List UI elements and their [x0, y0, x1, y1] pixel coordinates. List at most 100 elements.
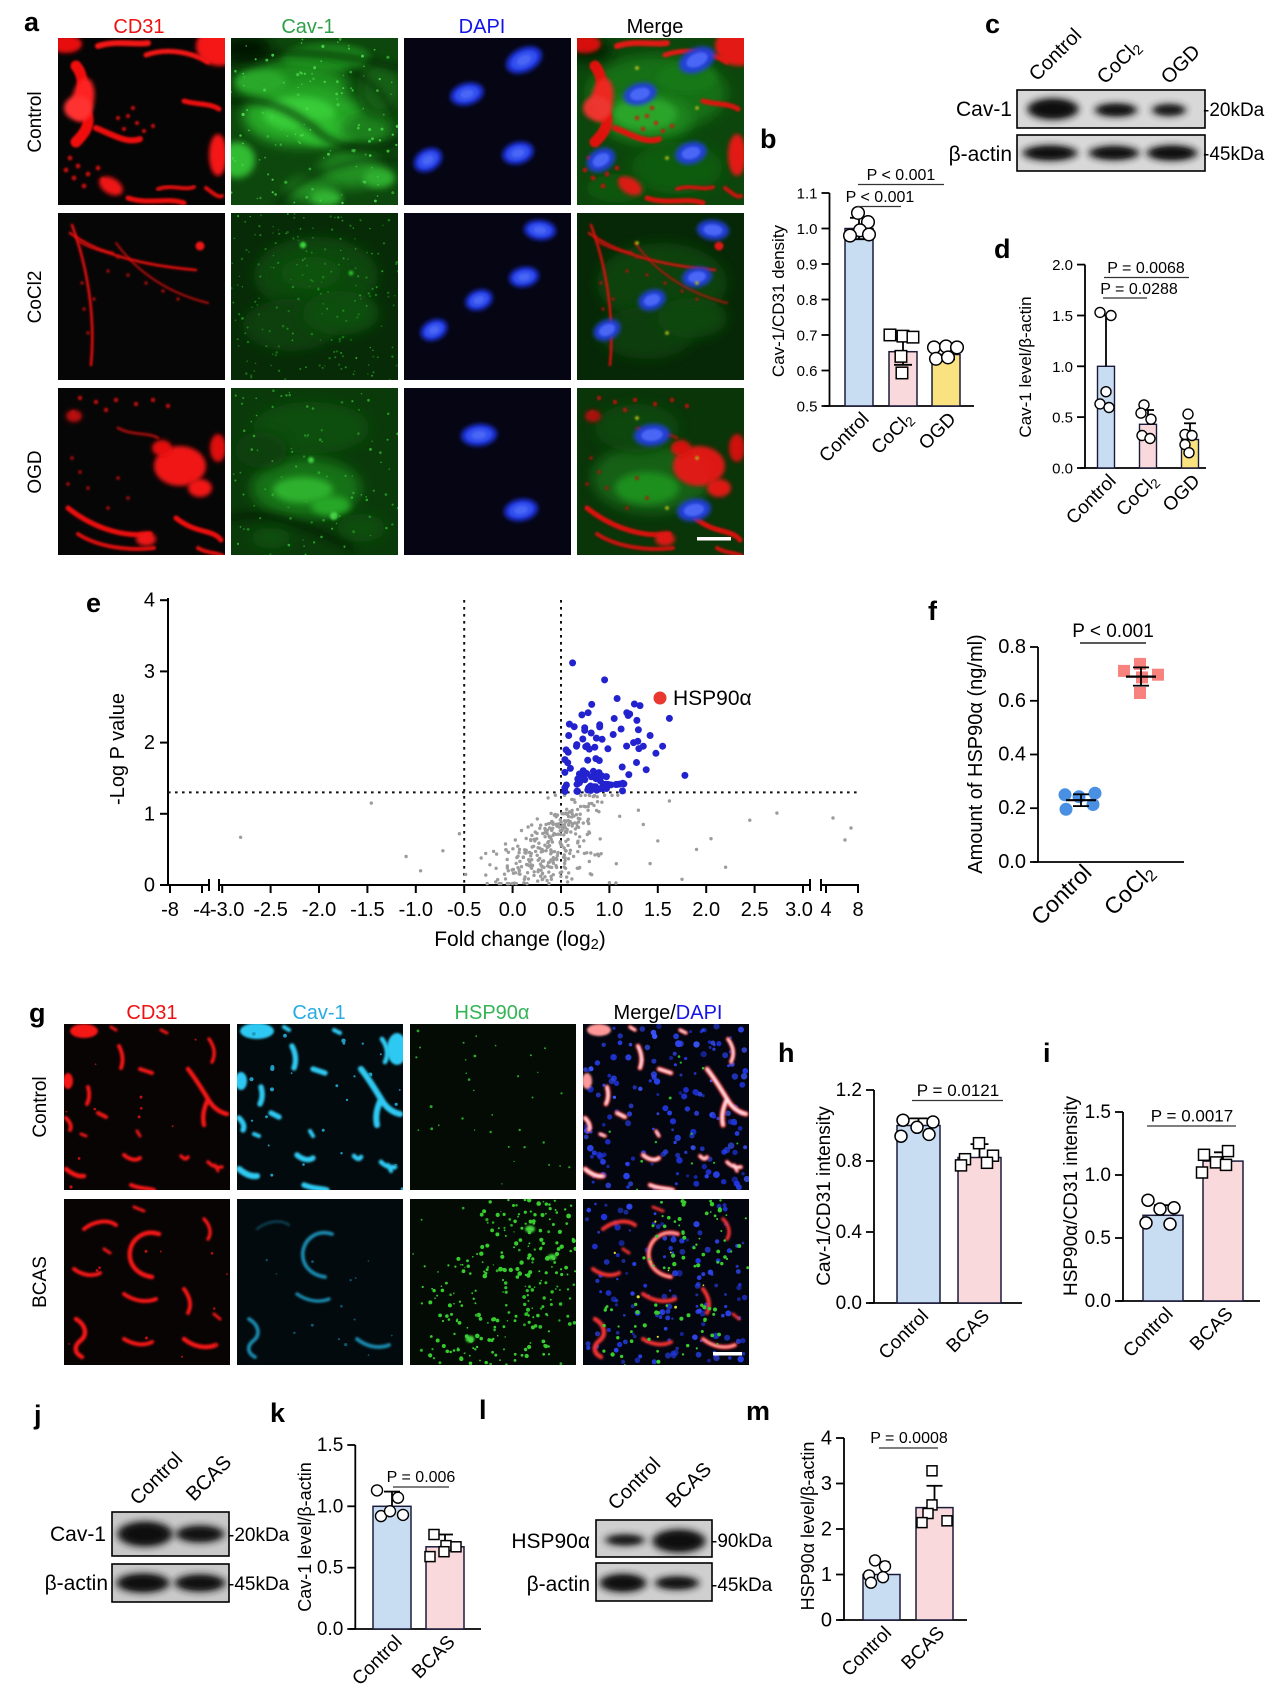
svg-text:-2.5: -2.5	[253, 899, 287, 921]
svg-text:-90kDa: -90kDa	[711, 1531, 773, 1552]
svg-text:k: k	[270, 1398, 286, 1428]
svg-text:0.5: 0.5	[547, 899, 575, 921]
svg-text:β-actin: β-actin	[527, 1573, 590, 1596]
svg-text:1.5: 1.5	[317, 1435, 343, 1456]
svg-text:-45kDa: -45kDa	[228, 1574, 290, 1595]
svg-text:Cav-1: Cav-1	[281, 16, 334, 38]
svg-text:-4: -4	[193, 899, 211, 921]
svg-text:HSP90α: HSP90α	[673, 687, 752, 710]
svg-text:OGD: OGD	[25, 450, 46, 493]
svg-text:BCAS: BCAS	[30, 1256, 51, 1308]
svg-text:β-actin: β-actin	[45, 1572, 108, 1595]
svg-text:0: 0	[821, 1610, 832, 1632]
svg-text:0.0: 0.0	[998, 851, 1026, 873]
svg-text:0.5: 0.5	[1085, 1228, 1111, 1249]
svg-text:1.0: 1.0	[595, 899, 623, 921]
svg-text:-20kDa: -20kDa	[1203, 100, 1265, 121]
svg-text:-1.5: -1.5	[350, 899, 384, 921]
svg-text:1: 1	[144, 803, 155, 825]
svg-text:g: g	[29, 998, 46, 1028]
svg-text:0.8: 0.8	[836, 1151, 862, 1172]
svg-text:-0.5: -0.5	[447, 899, 481, 921]
svg-text:Control: Control	[25, 91, 46, 152]
svg-text:2: 2	[821, 1519, 832, 1541]
svg-text:h: h	[778, 1038, 795, 1068]
svg-text:0.4: 0.4	[998, 744, 1026, 766]
svg-text:d: d	[994, 234, 1011, 264]
svg-text:P = 0.0008: P = 0.0008	[870, 1430, 948, 1447]
svg-text:-45kDa: -45kDa	[1203, 144, 1265, 165]
svg-text:4: 4	[820, 899, 831, 921]
svg-text:Cav-1: Cav-1	[956, 98, 1012, 121]
svg-text:0.0: 0.0	[317, 1619, 343, 1640]
svg-text:HSP90α: HSP90α	[511, 1530, 590, 1553]
svg-text:1.5: 1.5	[644, 899, 672, 921]
svg-text:0.8: 0.8	[797, 292, 818, 309]
svg-text:1.1: 1.1	[797, 186, 818, 203]
svg-text:j: j	[33, 1400, 42, 1430]
svg-text:1: 1	[821, 1564, 832, 1586]
svg-text:CD31: CD31	[126, 1002, 177, 1024]
svg-text:0.6: 0.6	[797, 363, 818, 380]
svg-text:0: 0	[144, 875, 155, 897]
svg-text:3: 3	[144, 661, 155, 683]
svg-text:3: 3	[821, 1473, 832, 1495]
svg-text:-8: -8	[161, 899, 179, 921]
svg-text:0.5: 0.5	[317, 1558, 343, 1579]
svg-text:1.0: 1.0	[1085, 1165, 1111, 1186]
svg-text:CoCl2: CoCl2	[25, 271, 46, 324]
svg-text:Fold change (log2): Fold change (log2)	[434, 928, 606, 953]
svg-text:-Log P value: -Log P value	[107, 693, 129, 805]
svg-text:0.0: 0.0	[1052, 461, 1073, 478]
svg-text:0.0: 0.0	[499, 899, 527, 921]
svg-text:b: b	[760, 124, 777, 154]
svg-text:DAPI: DAPI	[459, 16, 506, 38]
svg-text:Amount of HSP90α (ng/ml): Amount of HSP90α (ng/ml)	[965, 634, 987, 873]
svg-text:4: 4	[821, 1428, 832, 1450]
svg-text:1.0: 1.0	[317, 1496, 343, 1517]
svg-text:0.5: 0.5	[797, 399, 818, 416]
svg-text:P = 0.0068: P = 0.0068	[1107, 260, 1185, 277]
svg-text:1.0: 1.0	[1052, 359, 1073, 376]
svg-text:2: 2	[144, 732, 155, 754]
svg-text:0.4: 0.4	[836, 1222, 863, 1243]
svg-text:0.5: 0.5	[1052, 410, 1073, 427]
svg-text:f: f	[928, 596, 938, 626]
svg-text:1.5: 1.5	[1052, 308, 1073, 325]
svg-text:P = 0.0017: P = 0.0017	[1151, 1107, 1233, 1126]
svg-text:Control: Control	[30, 1076, 51, 1137]
svg-text:0.6: 0.6	[998, 690, 1026, 712]
svg-text:e: e	[86, 588, 101, 618]
svg-text:-1.0: -1.0	[399, 899, 433, 921]
svg-text:Cav-1 level/β-actin: Cav-1 level/β-actin	[295, 1462, 315, 1611]
svg-text:-3.0: -3.0	[210, 899, 244, 921]
svg-text:i: i	[1043, 1038, 1051, 1068]
svg-text:P < 0.001: P < 0.001	[1072, 621, 1154, 642]
svg-text:P = 0.006: P = 0.006	[387, 1469, 456, 1486]
svg-text:0.0: 0.0	[836, 1293, 862, 1314]
svg-text:P < 0.001: P < 0.001	[846, 189, 915, 206]
svg-text:Merge: Merge	[627, 16, 684, 38]
svg-text:CD31: CD31	[113, 16, 164, 38]
svg-text:2.0: 2.0	[692, 899, 720, 921]
svg-text:P = 0.0288: P = 0.0288	[1100, 281, 1178, 298]
svg-text:a: a	[24, 7, 40, 37]
svg-text:c: c	[985, 9, 1000, 39]
svg-text:1.0: 1.0	[797, 221, 818, 238]
svg-text:0.0: 0.0	[1085, 1291, 1111, 1312]
svg-text:β-actin: β-actin	[949, 143, 1012, 166]
svg-text:Merge/DAPI: Merge/DAPI	[614, 1002, 723, 1024]
svg-text:-2.0: -2.0	[302, 899, 336, 921]
svg-text:-45kDa: -45kDa	[711, 1575, 773, 1596]
svg-text:4: 4	[144, 590, 155, 612]
svg-text:0.2: 0.2	[998, 797, 1026, 819]
svg-text:Cav-1: Cav-1	[50, 1523, 106, 1546]
svg-text:P < 0.001: P < 0.001	[867, 167, 936, 184]
svg-text:l: l	[479, 1395, 487, 1425]
svg-text:Cav-1/CD31 intensity: Cav-1/CD31 intensity	[814, 1106, 835, 1286]
svg-text:HSP90α level/β-actin: HSP90α level/β-actin	[798, 1442, 818, 1611]
svg-text:Cav-1/CD31 density: Cav-1/CD31 density	[769, 224, 788, 377]
svg-text:0.7: 0.7	[797, 328, 818, 345]
svg-text:-20kDa: -20kDa	[228, 1525, 290, 1546]
svg-text:Cav-1: Cav-1	[292, 1002, 345, 1024]
